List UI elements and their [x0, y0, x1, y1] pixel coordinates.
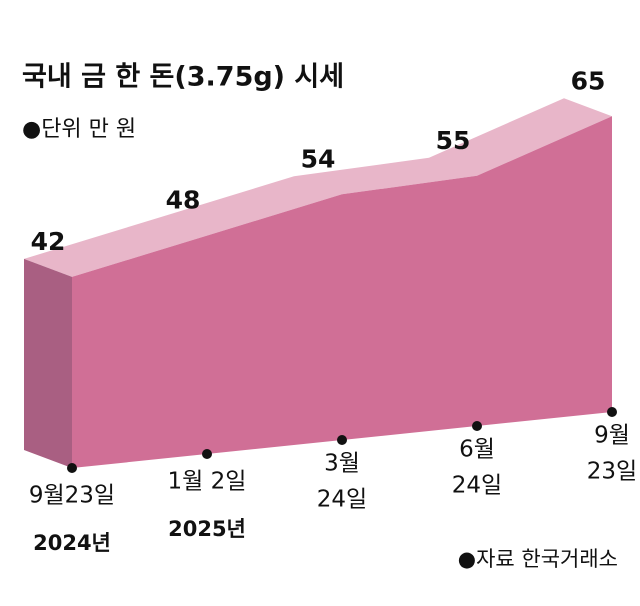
area-top-face	[24, 98, 612, 277]
x-dot	[67, 463, 77, 473]
source-note: ●자료 한국거래소	[458, 547, 618, 571]
chart-subtitle: ●단위 만 원	[22, 117, 136, 142]
x-tick-label: 9월23일	[29, 483, 115, 509]
x-tick-label: 24일	[452, 473, 502, 499]
area-side-face	[24, 258, 72, 468]
value-label: 48	[166, 186, 201, 215]
x-dot	[337, 435, 347, 445]
x-tick-label: 3월	[324, 451, 360, 477]
value-label: 54	[301, 144, 336, 173]
year-label: 2025년	[168, 517, 246, 541]
value-label: 42	[31, 227, 66, 256]
area-front-face	[72, 116, 612, 468]
x-tick-label: 24일	[317, 487, 367, 513]
x-dot	[472, 421, 482, 431]
value-label: 55	[436, 126, 471, 155]
x-tick-label: 6월	[459, 437, 495, 463]
year-label: 2024년	[33, 531, 111, 555]
chart-title: 국내 금 한 돈(3.75g) 시세	[22, 62, 344, 93]
x-tick-label: 1월 2일	[168, 469, 247, 495]
x-tick-label: 23일	[587, 459, 637, 485]
x-tick-label: 9월	[594, 423, 630, 449]
value-label: 65	[571, 66, 606, 95]
x-dot	[607, 407, 617, 417]
x-dot	[202, 449, 212, 459]
